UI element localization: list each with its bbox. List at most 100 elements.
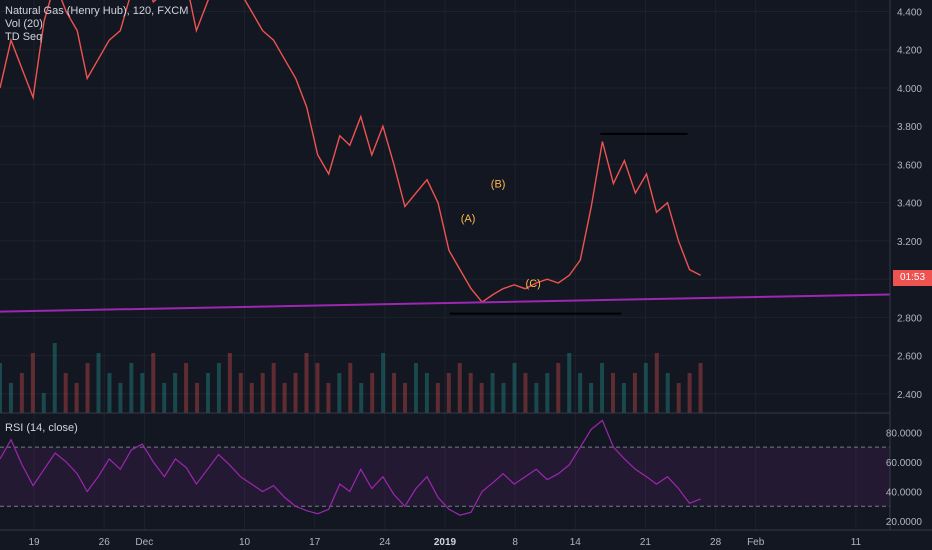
- volume-bar: [63, 373, 68, 413]
- volume-bar: [654, 353, 659, 413]
- volume-bar: [523, 373, 528, 413]
- volume-bar: [107, 373, 112, 413]
- volume-bar: [184, 363, 189, 413]
- volume-bar: [304, 353, 309, 413]
- time-tick-label: Dec: [135, 537, 153, 548]
- volume-bar: [370, 373, 375, 413]
- volume-bar: [403, 383, 408, 413]
- volume-bar: [326, 383, 331, 413]
- volume-bar: [392, 373, 397, 413]
- rsi-band: [0, 447, 890, 507]
- volume-bar: [534, 383, 539, 413]
- volume-bar: [249, 383, 254, 413]
- volume-bar: [479, 383, 484, 413]
- volume-bar: [457, 363, 462, 413]
- wave-label: (C): [526, 278, 541, 290]
- rsi-legend[interactable]: RSI (14, close): [5, 422, 78, 434]
- volume-bar: [173, 373, 178, 413]
- volume-bar: [632, 373, 637, 413]
- volume-bar: [227, 353, 232, 413]
- volume-bar: [435, 383, 440, 413]
- volume-bar: [162, 383, 167, 413]
- volume-bar: [621, 383, 626, 413]
- rsi-bounds: [0, 446, 890, 507]
- wave-label: (B): [491, 178, 506, 190]
- volume-bar: [567, 353, 572, 413]
- volume-series: [0, 343, 703, 413]
- time-tick-label: 21: [640, 537, 652, 548]
- price-tick-label: 3.800: [897, 122, 922, 133]
- symbol-title[interactable]: Natural Gas (Henry Hub), 120, FXCM: [5, 5, 189, 17]
- time-tick-label: 2019: [434, 537, 457, 548]
- volume-bar: [337, 373, 342, 413]
- volume-bar: [129, 363, 134, 413]
- rsi-tick-label: 60.0000: [886, 458, 923, 469]
- volume-legend[interactable]: Vol (20): [5, 18, 43, 30]
- volume-bar: [600, 363, 605, 413]
- price-tick-label: 4.000: [897, 84, 922, 95]
- volume-bar: [30, 353, 35, 413]
- volume-bar: [490, 373, 495, 413]
- volume-bar: [512, 363, 517, 413]
- time-tick-label: 8: [512, 537, 518, 548]
- price-tick-label: 3.400: [897, 199, 922, 210]
- price-tick-label: 4.400: [897, 7, 922, 18]
- volume-bar: [665, 373, 670, 413]
- volume-bar: [216, 363, 221, 413]
- td-seq-legend[interactable]: TD Seq: [5, 31, 43, 43]
- volume-bar: [359, 383, 364, 413]
- volume-bar: [698, 363, 703, 413]
- volume-bar: [118, 383, 123, 413]
- volume-bar: [260, 373, 265, 413]
- volume-bar: [41, 393, 46, 413]
- time-tick-label: 19: [29, 537, 41, 548]
- volume-bar: [501, 383, 506, 413]
- volume-bar: [293, 373, 298, 413]
- volume-bar: [205, 373, 210, 413]
- last-price-tag: 01:53: [893, 270, 932, 286]
- volume-bar: [468, 373, 473, 413]
- time-tick-label: 14: [570, 537, 582, 548]
- volume-bar: [19, 373, 24, 413]
- volume-bar: [676, 383, 681, 413]
- volume-bar: [8, 383, 13, 413]
- volume-bar: [643, 363, 648, 413]
- volume-bar: [140, 373, 145, 413]
- volume-bar: [0, 363, 2, 413]
- volume-bar: [589, 383, 594, 413]
- volume-bar: [611, 373, 616, 413]
- range-levels: [450, 132, 688, 315]
- volume-bar: [52, 343, 57, 413]
- volume-bar: [424, 373, 429, 413]
- volume-bar: [282, 383, 287, 413]
- rsi-series: [0, 419, 701, 516]
- time-tick-label: 24: [379, 537, 391, 548]
- volume-bar: [238, 373, 243, 413]
- volume-bar: [446, 373, 451, 413]
- price-tick-label: 2.600: [897, 352, 922, 363]
- volume-bar: [74, 383, 79, 413]
- price-tick-label: 2.800: [897, 313, 922, 324]
- price-tick-label: 3.600: [897, 160, 922, 171]
- volume-bar: [85, 363, 90, 413]
- volume-bar: [348, 363, 353, 413]
- volume-bar: [271, 363, 276, 413]
- volume-bar: [315, 363, 320, 413]
- time-axis[interactable]: 19 26 Dec 10 17 24 2019 8 14 21 28 Feb 11: [29, 537, 862, 548]
- volume-bar: [413, 363, 418, 413]
- purple-trendline[interactable]: [0, 293, 891, 313]
- wave-labels: (A) (B) (C): [461, 178, 541, 289]
- price-series: [0, 0, 701, 304]
- rsi-axis[interactable]: 20.0000 40.0000 60.0000 80.0000: [886, 428, 923, 528]
- time-tick-label: 26: [99, 537, 111, 548]
- volume-bar: [578, 373, 583, 413]
- price-tick-label: 4.200: [897, 46, 922, 57]
- volume-bar: [545, 373, 550, 413]
- rsi-tick-label: 20.0000: [886, 517, 923, 528]
- time-tick-label: 11: [851, 537, 862, 548]
- volume-bar: [556, 363, 561, 413]
- time-tick-label: 28: [710, 537, 722, 548]
- price-tick-label: 3.200: [897, 237, 922, 248]
